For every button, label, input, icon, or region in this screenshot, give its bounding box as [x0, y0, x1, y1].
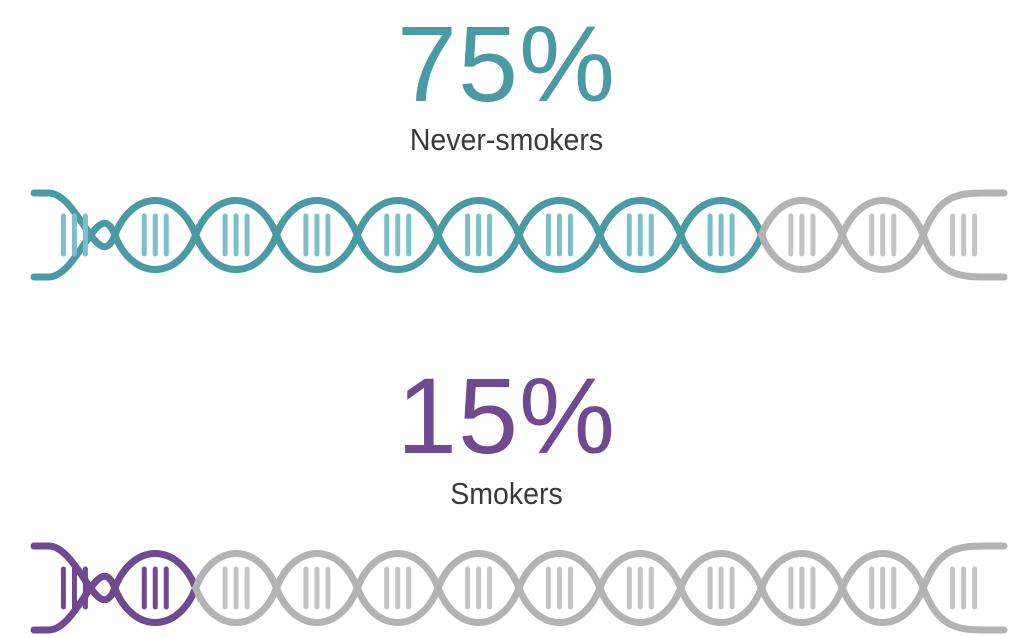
helix-strand-top [192, 197, 280, 239]
helix-segment [434, 197, 523, 273]
never-smokers-dna-helix [30, 189, 1008, 281]
helix-strand-top [353, 197, 442, 239]
smokers-percent: 15% [396, 355, 617, 476]
helix-segment [30, 542, 119, 634]
helix-strand-bottom [273, 584, 361, 626]
never-smokers-percent: 75% [396, 3, 617, 124]
helix-strand-top [596, 550, 685, 592]
helix-strand-top [838, 197, 927, 239]
helix-segment [838, 197, 927, 273]
helix-segment [838, 550, 927, 626]
helix-strand-top [838, 550, 927, 592]
helix-segment [192, 550, 280, 626]
smokers-caption: Smokers [450, 476, 563, 511]
helix-strand-top [434, 197, 523, 239]
helix-strand-bottom [919, 584, 1008, 634]
helix-segment [515, 550, 604, 626]
helix-strand-top [434, 550, 523, 592]
helix-segment [515, 197, 604, 273]
helix-strand-bottom [677, 231, 765, 273]
smokers-dna-helix [30, 542, 1008, 634]
helix-strand-bottom [515, 584, 604, 626]
helix-strand-bottom [353, 231, 442, 273]
helix-segment [677, 550, 765, 626]
helix-strand-top [677, 197, 765, 239]
helix-strand-bottom [434, 584, 523, 626]
helix-strand-top [515, 197, 604, 239]
helix-strand-bottom [919, 231, 1008, 281]
helix-segment [353, 550, 442, 626]
helix-segment [596, 550, 685, 626]
helix-strand-top [353, 550, 442, 592]
helix-segment [758, 550, 846, 626]
helix-segment [192, 197, 280, 273]
helix-strand-bottom [273, 231, 361, 273]
helix-strand-bottom [192, 231, 280, 273]
helix-strand-top [758, 550, 846, 592]
helix-strand-bottom [758, 231, 846, 273]
helix-strand-bottom [596, 584, 685, 626]
helix-segment [677, 197, 765, 273]
helix-strand-bottom [111, 584, 200, 626]
helix-segment [273, 197, 361, 273]
helix-strand-top [273, 197, 361, 239]
helix-segment [919, 542, 1008, 634]
helix-strand-top [111, 197, 200, 239]
helix-strand-top [758, 197, 846, 239]
helix-segment [353, 197, 442, 273]
helix-strand-bottom [434, 231, 523, 273]
helix-segment [111, 197, 200, 273]
helix-strand-bottom [838, 231, 927, 273]
helix-strand-bottom [838, 584, 927, 626]
helix-strand-top [273, 550, 361, 592]
helix-segment [273, 550, 361, 626]
never-smokers-caption: Never-smokers [409, 122, 604, 157]
helix-strand-bottom [515, 231, 604, 273]
helix-strand-top [515, 550, 604, 592]
helix-strand-top [677, 550, 765, 592]
helix-strand-top [111, 550, 200, 592]
helix-strand-top [919, 189, 1008, 239]
helix-segment [758, 197, 846, 273]
helix-strand-bottom [758, 584, 846, 626]
helix-segment [30, 189, 119, 281]
helix-strand-bottom [111, 231, 200, 273]
helix-segment [919, 189, 1008, 281]
helix-strand-bottom [677, 584, 765, 626]
helix-strand-bottom [353, 584, 442, 626]
helix-strand-bottom [192, 584, 280, 626]
helix-strand-top [192, 550, 280, 592]
helix-strand-bottom [596, 231, 685, 273]
helix-segment [111, 550, 200, 626]
helix-strand-top [919, 542, 1008, 592]
helix-strand-top [596, 197, 685, 239]
helix-segment [434, 550, 523, 626]
helix-segment [596, 197, 685, 273]
